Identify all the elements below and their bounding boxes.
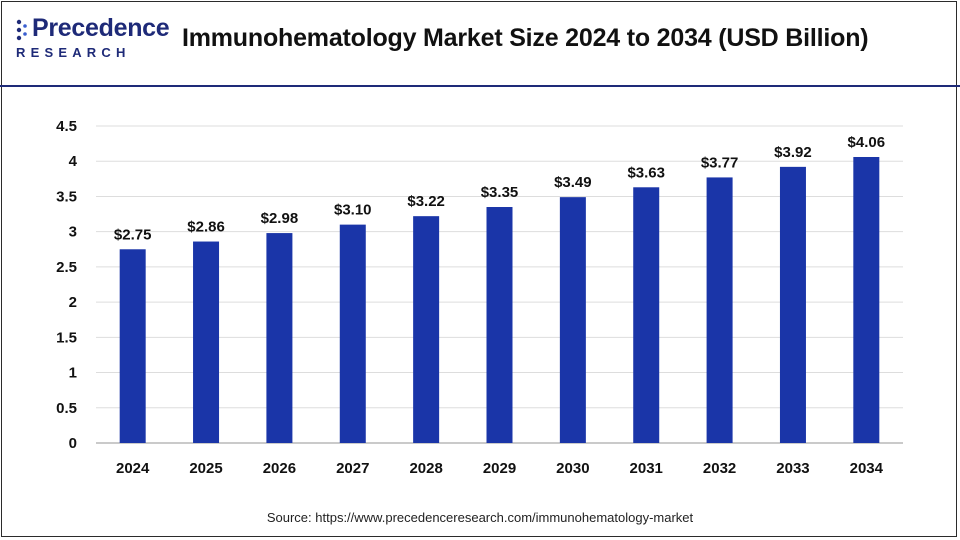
data-label: $2.75 [114, 226, 152, 243]
bar [559, 197, 586, 443]
bar [413, 216, 440, 443]
y-tick-label: 0.5 [56, 400, 77, 417]
chart-title: Immunohematology Market Size 2024 to 203… [182, 24, 869, 52]
y-tick-label: 3 [69, 224, 77, 241]
bar [266, 233, 293, 443]
data-label: $3.10 [334, 202, 372, 219]
source-note: Source: https://www.precedenceresearch.c… [266, 510, 694, 525]
y-tick-label: 1.5 [56, 329, 77, 346]
x-tick-label: 2031 [630, 460, 663, 477]
y-tick-label: 0 [69, 435, 77, 452]
data-label: $3.77 [701, 154, 739, 171]
x-tick-label: 2033 [776, 460, 809, 477]
data-label: $4.06 [848, 134, 886, 151]
y-tick-label: 2.5 [56, 259, 77, 276]
y-tick-label: 3.5 [56, 188, 77, 205]
bar [486, 207, 513, 443]
bar [706, 177, 733, 443]
bar [633, 187, 660, 443]
y-tick-label: 1 [69, 365, 77, 382]
x-tick-label: 2027 [336, 460, 369, 477]
x-tick-label: 2030 [556, 460, 589, 477]
x-tick-label: 2024 [116, 460, 150, 477]
x-tick-label: 2034 [850, 460, 884, 477]
logo-mark-icon [16, 19, 27, 41]
data-label: $2.98 [261, 210, 299, 227]
x-tick-label: 2028 [409, 460, 442, 477]
x-tick-label: 2026 [263, 460, 296, 477]
bar [853, 156, 880, 444]
x-tick-label: 2032 [703, 460, 736, 477]
y-tick-label: 4 [69, 153, 78, 170]
header: Precedence RESEARCH Immunohematology Mar… [0, 0, 960, 86]
logo-wordmark: Precedence [32, 14, 170, 42]
data-label: $3.22 [407, 193, 445, 210]
header-divider [0, 85, 960, 87]
data-label: $3.35 [481, 184, 519, 201]
brand-logo: Precedence RESEARCH [14, 14, 170, 66]
bar [339, 224, 366, 443]
y-tick-label: 2 [69, 294, 77, 311]
bar [193, 241, 220, 443]
x-tick-label: 2029 [483, 460, 516, 477]
data-label: $2.86 [187, 219, 225, 236]
data-label: $3.92 [774, 144, 812, 161]
logo-subtext: RESEARCH [16, 45, 131, 60]
bar [779, 166, 806, 443]
bar [119, 249, 146, 443]
y-tick-label: 4.5 [56, 118, 77, 135]
data-label: $3.49 [554, 174, 592, 191]
data-label: $3.63 [627, 164, 665, 181]
x-tick-label: 2025 [189, 460, 222, 477]
